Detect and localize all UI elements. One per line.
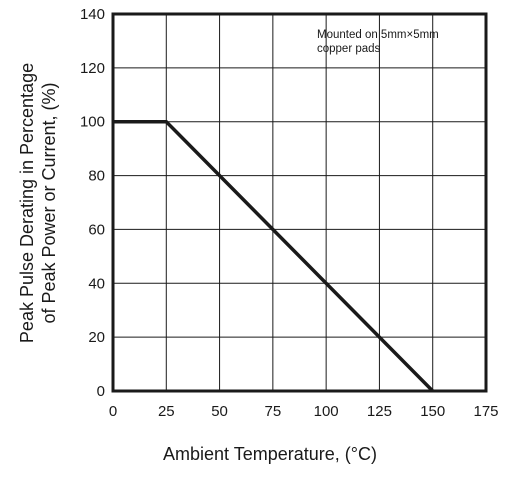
y-tick-label: 60 bbox=[88, 221, 105, 238]
x-tick-label: 125 bbox=[367, 403, 392, 420]
annotation-line-1: Mounted on 5mm×5mm bbox=[317, 29, 439, 41]
series-layer bbox=[113, 119, 434, 393]
x-tick-label: 0 bbox=[109, 403, 117, 420]
x-tick-label: 175 bbox=[473, 403, 498, 420]
y-tick-label: 140 bbox=[80, 6, 105, 23]
y-tick-label: 40 bbox=[88, 275, 105, 292]
x-tick-label: 75 bbox=[265, 403, 282, 420]
y-tick-label: 20 bbox=[88, 329, 105, 346]
x-tick-label: 25 bbox=[158, 403, 175, 420]
annotation-line-2: copper pads bbox=[317, 43, 381, 55]
x-axis-title: Ambient Temperature, (°C) bbox=[163, 444, 377, 464]
x-tick-label: 150 bbox=[420, 403, 445, 420]
grid bbox=[113, 14, 486, 391]
x-tick-labels: 0 25 50 75 100 125 150 175 bbox=[109, 403, 499, 420]
y-axis-title-line-2: of Peak Power or Current, (%) bbox=[39, 82, 59, 323]
derating-curve bbox=[113, 119, 434, 393]
y-tick-labels: 0 20 40 60 80 100 120 140 bbox=[80, 6, 105, 400]
y-tick-label: 80 bbox=[88, 168, 105, 185]
y-axis-title-line-1: Peak Pulse Derating in Percentage bbox=[17, 63, 37, 343]
x-tick-label: 100 bbox=[314, 403, 339, 420]
plot-frame bbox=[111, 12, 488, 393]
y-tick-label: 0 bbox=[97, 383, 105, 400]
annotation: Mounted on 5mm×5mm copper pads bbox=[317, 29, 439, 55]
y-tick-label: 100 bbox=[80, 114, 105, 131]
y-axis-title: Peak Pulse Derating in Percentage of Pea… bbox=[17, 63, 59, 343]
x-tick-label: 50 bbox=[211, 403, 228, 420]
y-tick-label: 120 bbox=[80, 60, 105, 77]
